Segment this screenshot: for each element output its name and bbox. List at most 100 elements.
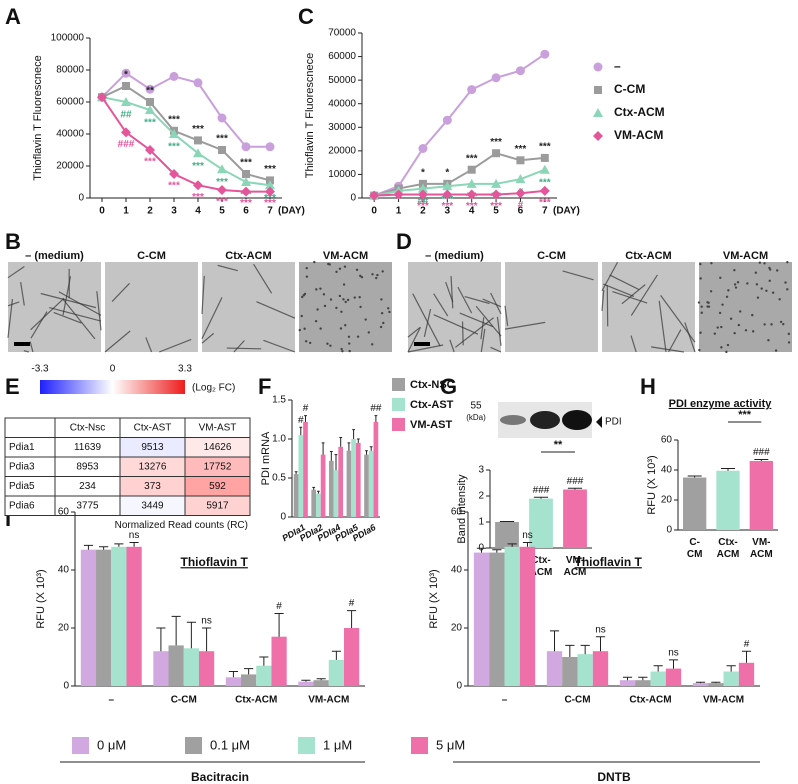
speck bbox=[313, 260, 316, 264]
x-tick-label: 1 bbox=[396, 206, 402, 217]
significance: *** bbox=[539, 177, 551, 188]
bar bbox=[320, 454, 326, 517]
speck bbox=[697, 301, 701, 304]
speck bbox=[308, 341, 312, 345]
significance: *** bbox=[466, 201, 478, 212]
speck bbox=[338, 294, 342, 298]
panel-letter: I bbox=[5, 506, 11, 531]
bar bbox=[635, 680, 651, 686]
significance: *** bbox=[417, 201, 429, 212]
fibril bbox=[490, 292, 502, 315]
speck bbox=[342, 298, 345, 301]
y-tick-label: 20000 bbox=[56, 161, 84, 172]
speck bbox=[706, 301, 709, 304]
speck bbox=[382, 321, 385, 325]
significance: *** bbox=[144, 118, 156, 129]
error-bar bbox=[687, 475, 702, 478]
error-bar bbox=[347, 610, 357, 628]
scale-bar bbox=[14, 342, 30, 346]
legend-label: 1 μM bbox=[323, 737, 352, 752]
y-tick-label: 0.5 bbox=[272, 473, 286, 484]
series-line bbox=[373, 53, 546, 197]
bar bbox=[692, 683, 709, 686]
speck bbox=[304, 340, 308, 343]
error-bar bbox=[522, 541, 533, 547]
colorbar-tick-label: 0 bbox=[110, 364, 116, 375]
bar bbox=[111, 546, 127, 686]
x-tick-label: Ctx-ACM bbox=[717, 537, 740, 560]
error-bar bbox=[567, 487, 583, 490]
colorbar-tick-label: -3.3 bbox=[31, 364, 49, 375]
speck bbox=[733, 331, 736, 335]
speck bbox=[784, 281, 787, 284]
significance: # bbox=[303, 403, 309, 414]
fibril bbox=[30, 311, 48, 339]
speck bbox=[341, 349, 344, 353]
marker bbox=[540, 49, 550, 59]
y-axis-label: RFU (X 10³) bbox=[35, 569, 47, 628]
bar bbox=[316, 493, 321, 517]
row-name: Pdia1 bbox=[9, 442, 35, 453]
speck bbox=[360, 275, 364, 279]
x-tick-label: VM-ACM bbox=[750, 537, 773, 560]
marker bbox=[466, 189, 477, 200]
significance: *** bbox=[216, 134, 228, 145]
significance: *** bbox=[490, 201, 502, 212]
y-tick-label: 60000 bbox=[56, 97, 84, 108]
bar bbox=[153, 651, 169, 686]
error-bar bbox=[356, 438, 360, 443]
error-bar bbox=[339, 436, 343, 447]
speck bbox=[754, 271, 758, 274]
error-bar bbox=[299, 426, 303, 436]
legend-label: VM-ACM bbox=[614, 128, 663, 142]
speck bbox=[698, 348, 701, 352]
y-tick-label: 70000 bbox=[328, 28, 356, 39]
y-tick-label: 20000 bbox=[328, 145, 356, 156]
speck bbox=[376, 273, 379, 277]
fibril bbox=[562, 270, 594, 281]
fibril bbox=[263, 339, 296, 353]
bar bbox=[489, 552, 505, 686]
speck bbox=[302, 294, 306, 297]
y-tick-label: 20 bbox=[661, 495, 673, 506]
speck bbox=[767, 338, 770, 342]
fibril bbox=[29, 341, 34, 353]
speck bbox=[733, 283, 737, 286]
error-bar bbox=[347, 442, 351, 451]
bar bbox=[313, 680, 329, 686]
error-bar bbox=[622, 676, 633, 681]
error-bar bbox=[549, 630, 560, 652]
bar bbox=[563, 489, 587, 548]
error-bar bbox=[331, 650, 341, 660]
bar bbox=[298, 435, 304, 517]
marker bbox=[442, 115, 452, 125]
fibril bbox=[30, 297, 65, 331]
y-tick-label: 40000 bbox=[56, 129, 84, 140]
fibril bbox=[459, 312, 493, 328]
table-header: VM-AST bbox=[199, 422, 237, 433]
micrograph-label: C-CM bbox=[537, 250, 566, 262]
marker bbox=[516, 156, 525, 165]
series-line bbox=[101, 71, 270, 148]
error-bar bbox=[369, 446, 373, 451]
marker bbox=[265, 180, 275, 190]
error-bar bbox=[329, 450, 333, 461]
panel-letter: H bbox=[640, 374, 656, 399]
fibril bbox=[407, 344, 444, 353]
significance: *** bbox=[192, 124, 204, 135]
speck bbox=[371, 343, 374, 346]
bar bbox=[338, 446, 344, 517]
significance: ## bbox=[417, 196, 429, 207]
speck bbox=[699, 277, 702, 280]
error-bar bbox=[228, 671, 238, 678]
speck bbox=[316, 308, 319, 311]
row-name: Pdia3 bbox=[9, 461, 35, 472]
x-axis-label: (DAY) bbox=[278, 206, 305, 217]
marker bbox=[146, 98, 154, 106]
micrograph-label: Ctx-ACM bbox=[225, 250, 271, 262]
bar bbox=[473, 552, 490, 686]
significance: ## bbox=[120, 110, 132, 121]
legend-swatch bbox=[72, 737, 89, 754]
bar bbox=[373, 421, 379, 517]
speck bbox=[359, 305, 362, 309]
